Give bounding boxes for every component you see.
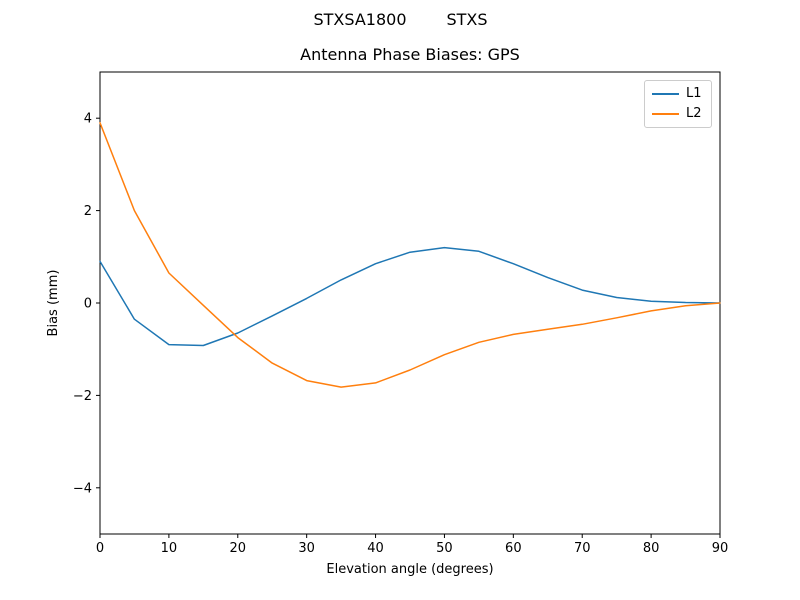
x-tick-label: 10 — [161, 541, 178, 556]
series-line-L1 — [99, 246, 721, 347]
x-tick-label: 30 — [298, 541, 315, 556]
legend-item-L1: L1 — [652, 86, 702, 102]
chart-title: Antenna Phase Biases: GPS — [300, 45, 520, 64]
x-tick-label: 50 — [436, 541, 453, 556]
axes-layer: 0 10 20 30 40 50 60 70 80 90 −4 −2 0 2 4 — [73, 71, 729, 556]
series-line-L2 — [99, 122, 721, 388]
series-layer — [99, 122, 721, 388]
x-tick-label: 80 — [643, 541, 660, 556]
axes-frame — [99, 71, 721, 535]
x-tick-label: 70 — [574, 541, 591, 556]
x-tick-label: 20 — [230, 541, 247, 556]
y-tick-label: −2 — [73, 389, 92, 404]
legend: L1 L2 — [644, 80, 712, 128]
legend-swatch-L1 — [652, 93, 679, 95]
x-tick-label: 60 — [505, 541, 522, 556]
y-tick-label: 0 — [84, 297, 92, 312]
legend-label-L1: L1 — [686, 86, 702, 101]
legend-swatch-L2 — [652, 113, 679, 115]
y-axis-label: Bias (mm) — [46, 270, 61, 337]
y-tick-label: −4 — [73, 481, 92, 496]
y-tick-label: 4 — [84, 112, 92, 127]
legend-item-L2: L2 — [652, 106, 702, 122]
legend-label-L2: L2 — [686, 106, 702, 121]
x-tick-label: 90 — [712, 541, 729, 556]
figure-suptitle-antenna: STXSA1800 — [313, 10, 406, 29]
y-tick-label: 2 — [84, 204, 92, 219]
x-tick-label: 0 — [96, 541, 104, 556]
x-axis-label: Elevation angle (degrees) — [326, 562, 493, 577]
figure-suptitle-station: STXS — [446, 10, 487, 29]
x-tick-label: 40 — [367, 541, 384, 556]
